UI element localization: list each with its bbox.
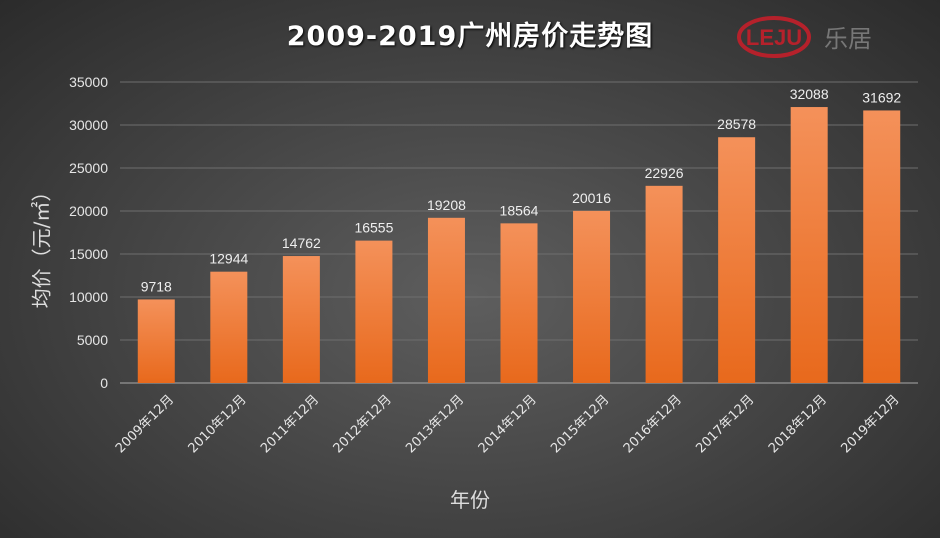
x-tick-label: 2010年12月 — [186, 392, 250, 456]
x-tick-label: 2017年12月 — [693, 392, 757, 456]
data-label: 9718 — [141, 278, 172, 294]
data-label: 32088 — [790, 86, 829, 102]
y-tick-label: 0 — [100, 375, 108, 391]
svg-text:乐居: 乐居 — [824, 25, 872, 53]
data-label: 14762 — [282, 235, 321, 251]
x-tick-label: 2013年12月 — [403, 392, 467, 456]
data-label: 18564 — [500, 202, 539, 218]
x-tick-label: 2011年12月 — [258, 392, 322, 456]
bar — [137, 299, 175, 383]
x-tick-label: 2019年12月 — [838, 392, 902, 456]
x-tick-label: 2016年12月 — [621, 392, 685, 456]
y-tick-label: 35000 — [69, 74, 108, 90]
bar — [573, 210, 611, 383]
x-tick-label: 2015年12月 — [548, 392, 612, 456]
x-tick-label: 2012年12月 — [331, 392, 395, 456]
bar — [718, 137, 756, 383]
leju-logo: LEJU 乐居 — [736, 12, 896, 66]
x-axis-label: 年份 — [450, 488, 490, 512]
y-tick-label: 5000 — [77, 332, 108, 348]
data-label: 20016 — [572, 190, 611, 206]
bar — [210, 271, 248, 383]
data-label: 12944 — [209, 251, 248, 267]
x-tick-label: 2009年12月 — [113, 392, 177, 456]
data-label: 16555 — [354, 220, 393, 236]
bar — [427, 217, 465, 383]
y-tick-label: 25000 — [69, 160, 108, 176]
y-tick-label: 10000 — [69, 289, 108, 305]
chart-title: 2009-2019广州房价走势图 — [286, 21, 654, 52]
y-tick-label: 15000 — [69, 246, 108, 262]
svg-text:LEJU: LEJU — [746, 25, 802, 50]
data-label: 28578 — [717, 116, 756, 132]
x-tick-label: 2014年12月 — [476, 392, 540, 456]
bar — [863, 110, 901, 384]
y-tick-label: 30000 — [69, 117, 108, 133]
data-label: 31692 — [862, 89, 901, 105]
x-tick-label: 2018年12月 — [766, 392, 830, 456]
data-label: 22926 — [645, 165, 684, 181]
bar — [355, 240, 393, 383]
bar — [790, 107, 828, 383]
y-tick-label: 20000 — [69, 203, 108, 219]
bar — [645, 185, 683, 383]
bar — [500, 223, 538, 383]
data-label: 19208 — [427, 197, 466, 213]
bar — [282, 256, 320, 383]
